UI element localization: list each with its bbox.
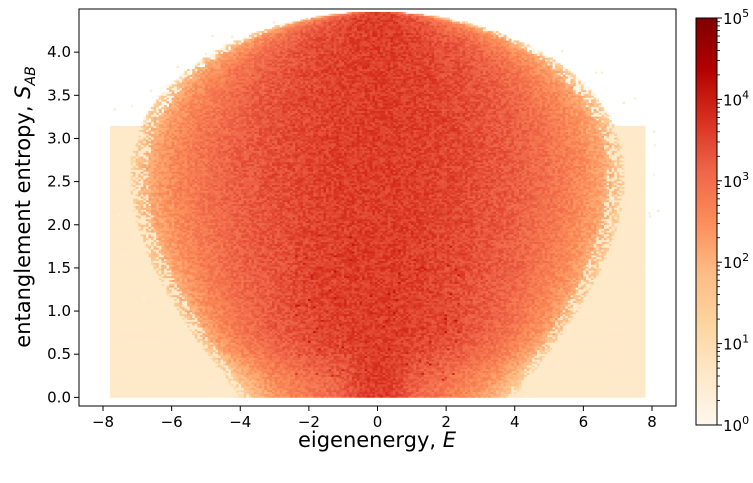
plot-area bbox=[79, 9, 676, 406]
heatmap-cells bbox=[110, 12, 660, 398]
